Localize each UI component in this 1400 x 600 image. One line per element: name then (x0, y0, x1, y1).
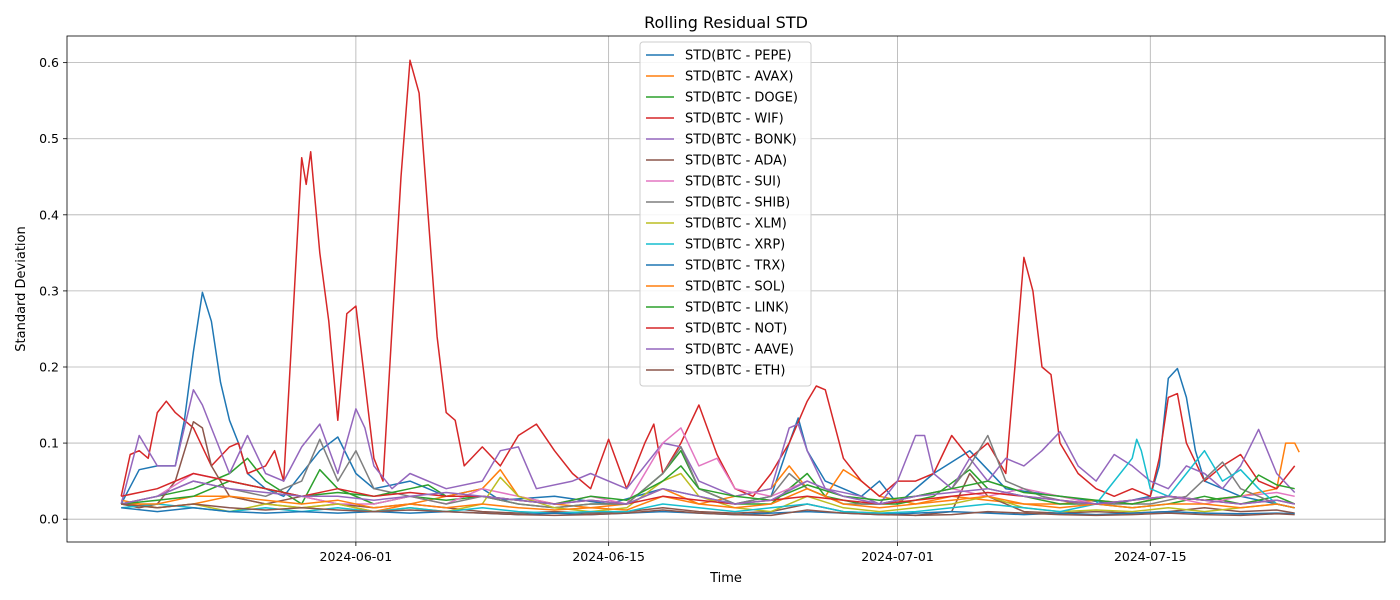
series-line-wif (120, 59, 1296, 498)
legend-entry-avax: STD(BTC - AVAX) (685, 70, 793, 85)
legend-entry-wif: STD(BTC - WIF) (685, 112, 784, 127)
legend-entry-doge: STD(BTC - DOGE) (685, 91, 798, 106)
legend-entry-eth: STD(BTC - ETH) (685, 364, 785, 379)
legend-entry-aave: STD(BTC - AAVE) (685, 343, 794, 358)
series-line-aave (121, 480, 1295, 505)
y-tick-label: 0.1 (39, 436, 59, 451)
y-axis-label: Standard Deviation (14, 226, 29, 351)
x-tick-label: 2024-06-01 (320, 549, 393, 564)
axes: 2024-06-01 2024-06-15 2024-07-01 2024-07-15… (39, 55, 1187, 564)
y-tick-label: 0.6 (39, 55, 59, 70)
chart-title: Rolling Residual STD (644, 13, 808, 32)
legend-entry-pepe: STD(BTC - PEPE) (685, 49, 792, 64)
series-line-ada (121, 421, 1295, 517)
series-line-eth (121, 503, 1295, 517)
legend-entry-shib: STD(BTC - SHIB) (685, 196, 790, 211)
legend-box (639, 41, 812, 387)
legend: STD(BTC - PEPE) STD(BTC - AVAX) STD(BTC - … (639, 41, 812, 387)
legend-entry-link: STD(BTC - LINK) (685, 301, 789, 316)
legend-entry-not: STD(BTC - NOT) (685, 322, 787, 337)
y-tick-label: 0.2 (39, 359, 59, 374)
legend-entry-trx: STD(BTC - TRX) (685, 259, 785, 274)
legend-entry-bonk: STD(BTC - BONK) (685, 133, 797, 148)
legend-entry-ada: STD(BTC - ADA) (685, 154, 787, 169)
x-axis-label: Time (709, 571, 742, 586)
plot-area-frame (66, 35, 1386, 543)
y-tick-label: 0.4 (39, 207, 59, 222)
y-tick-label: 0.3 (39, 283, 59, 298)
legend-entry-xrp: STD(BTC - XRP) (685, 238, 785, 253)
legend-entry-sol: STD(BTC - SOL) (685, 280, 785, 295)
y-tick-label: 0.5 (39, 131, 59, 146)
legend-entry-sui: STD(BTC - SUI) (685, 175, 781, 190)
x-tick-label: 2024-07-15 (1114, 549, 1187, 564)
x-tick-label: 2024-07-01 (861, 549, 934, 564)
series-line-xlm (121, 472, 1295, 513)
x-tick-label: 2024-06-15 (572, 549, 645, 564)
y-tick-label: 0.0 (39, 512, 59, 527)
series-line-link (121, 465, 1295, 505)
legend-entry-xlm: STD(BTC - XLM) (685, 217, 787, 232)
series-line-sol (121, 487, 1295, 511)
series-lines (120, 59, 1300, 517)
